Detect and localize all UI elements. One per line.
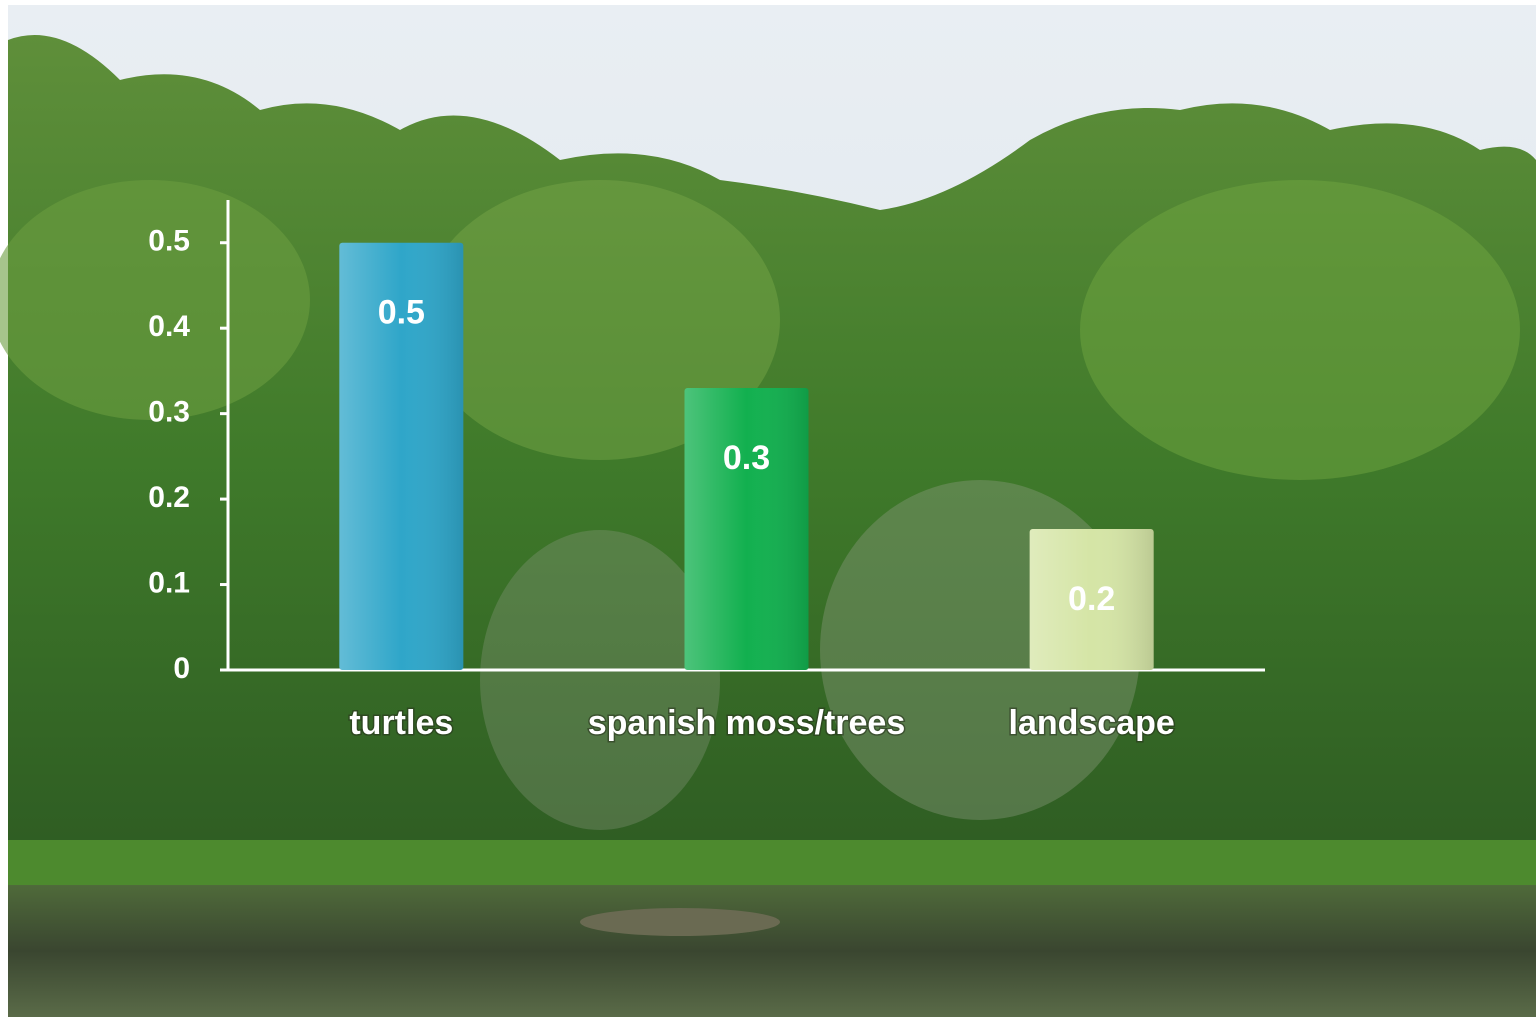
bar-shine	[684, 388, 809, 670]
bar-shine	[339, 242, 464, 670]
y-tick-label: 0.4	[148, 310, 190, 343]
y-tick-label: 0.2	[148, 481, 190, 514]
x-tick-label: spanish moss/trees	[588, 704, 905, 742]
y-tick-label: 0	[173, 652, 190, 685]
y-tick-label: 0.1	[148, 566, 190, 599]
x-tick-label: turtles	[349, 704, 453, 742]
value-label: 0.5	[378, 294, 425, 332]
value-label: 0.2	[1068, 580, 1115, 618]
bar-shine	[1029, 529, 1154, 670]
x-tick-label: landscape	[1009, 704, 1175, 742]
value-label: 0.3	[723, 439, 770, 477]
y-tick-label: 0.5	[148, 225, 190, 258]
y-tick-label: 0.3	[148, 396, 190, 429]
